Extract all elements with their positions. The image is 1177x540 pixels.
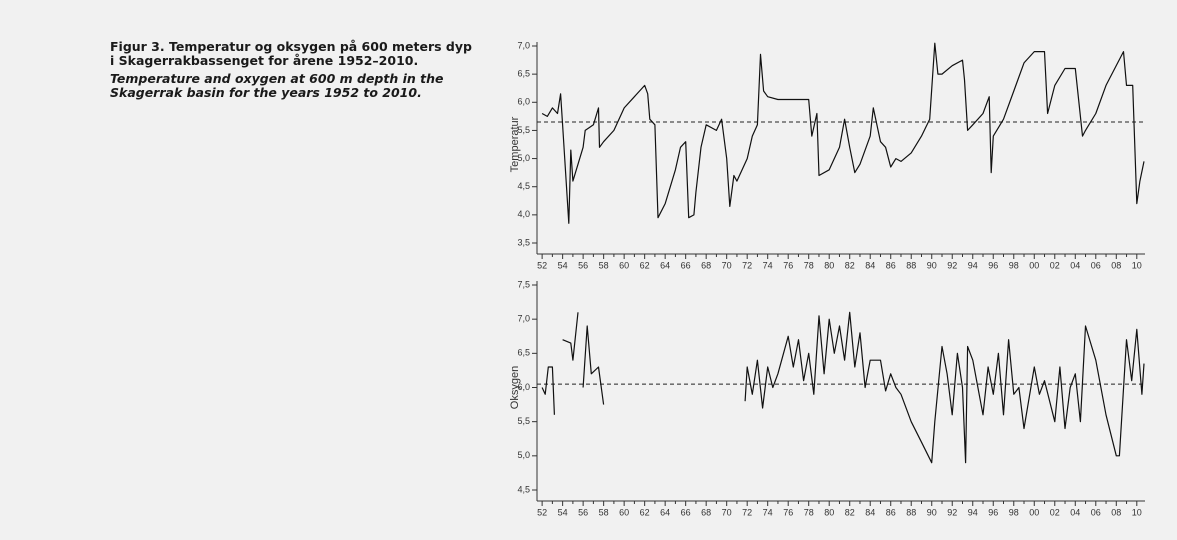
- x-tick-label: 00: [1029, 507, 1039, 517]
- x-tick-label: 74: [763, 260, 773, 270]
- x-tick-label: 84: [865, 507, 875, 517]
- x-tick-label: 70: [722, 260, 732, 270]
- x-tick-label: 10: [1132, 260, 1142, 270]
- x-tick-label: 72: [742, 507, 752, 517]
- y-tick-label: 7,0: [517, 314, 530, 324]
- x-tick-label: 92: [947, 260, 957, 270]
- x-tick-label: 62: [640, 507, 650, 517]
- x-tick-label: 00: [1029, 260, 1039, 270]
- x-tick-label: 52: [537, 507, 547, 517]
- x-tick-label: 62: [640, 260, 650, 270]
- x-tick-label: 90: [927, 507, 937, 517]
- y-tick-label: 7,0: [517, 40, 530, 50]
- x-tick-label: 60: [619, 507, 629, 517]
- x-tick-label: 94: [968, 507, 978, 517]
- data-line: [541, 42, 1145, 224]
- y-tick-label: 7,5: [517, 279, 530, 289]
- x-tick-label: 88: [906, 507, 916, 517]
- x-tick-label: 56: [578, 260, 588, 270]
- y-tick-label: 5,0: [517, 153, 530, 163]
- y-tick-label: 6,5: [517, 348, 530, 358]
- y-tick-label: 3,5: [517, 237, 530, 247]
- y-tick-label: 5,5: [517, 125, 530, 135]
- x-tick-label: 74: [763, 507, 773, 517]
- x-tick-label: 60: [619, 260, 629, 270]
- caption-norwegian: Figur 3. Temperatur og oksygen på 600 me…: [110, 39, 472, 68]
- x-tick-label: 80: [824, 260, 834, 270]
- x-tick-label: 76: [783, 507, 793, 517]
- x-tick-label: 96: [988, 260, 998, 270]
- x-tick-label: 96: [988, 507, 998, 517]
- x-tick-label: 10: [1132, 507, 1142, 517]
- y-tick-label: 6,5: [517, 69, 530, 79]
- x-tick-label: 52: [537, 260, 547, 270]
- y-axis-label: Temperatur: [509, 116, 521, 172]
- y-tick-label: 5,5: [517, 416, 530, 426]
- x-tick-label: 80: [824, 507, 834, 517]
- x-tick-label: 94: [968, 260, 978, 270]
- y-tick-label: 6,0: [517, 382, 530, 392]
- x-tick-label: 66: [681, 507, 691, 517]
- x-tick-label: 08: [1111, 260, 1121, 270]
- x-tick-label: 76: [783, 260, 793, 270]
- x-tick-label: 54: [558, 507, 568, 517]
- x-tick-label: 92: [947, 507, 957, 517]
- x-tick-label: 70: [722, 507, 732, 517]
- y-tick-label: 4,5: [517, 181, 530, 191]
- x-tick-label: 84: [865, 260, 875, 270]
- data-line: [541, 311, 1145, 464]
- x-tick-label: 02: [1050, 507, 1060, 517]
- x-tick-label: 82: [845, 507, 855, 517]
- x-tick-label: 68: [701, 260, 711, 270]
- y-tick-label: 5,0: [517, 450, 530, 460]
- x-tick-label: 04: [1070, 507, 1080, 517]
- x-tick-label: 90: [927, 260, 937, 270]
- x-tick-label: 68: [701, 507, 711, 517]
- x-tick-label: 54: [558, 260, 568, 270]
- x-tick-label: 66: [681, 260, 691, 270]
- y-axis-label: Oksygen: [509, 366, 521, 409]
- x-tick-label: 98: [1009, 260, 1019, 270]
- x-tick-label: 64: [660, 507, 670, 517]
- x-tick-label: 98: [1009, 507, 1019, 517]
- x-tick-label: 58: [599, 507, 609, 517]
- x-tick-label: 02: [1050, 260, 1060, 270]
- x-tick-label: 58: [599, 260, 609, 270]
- y-tick-label: 6,0: [517, 97, 530, 107]
- y-tick-label: 4,5: [517, 484, 530, 494]
- x-tick-label: 06: [1091, 507, 1101, 517]
- x-tick-label: 04: [1070, 260, 1080, 270]
- x-tick-label: 78: [804, 260, 814, 270]
- x-tick-label: 06: [1091, 260, 1101, 270]
- x-tick-label: 64: [660, 260, 670, 270]
- x-tick-label: 56: [578, 507, 588, 517]
- x-tick-label: 08: [1111, 507, 1121, 517]
- x-tick-label: 82: [845, 260, 855, 270]
- y-tick-label: 4,0: [517, 209, 530, 219]
- x-tick-label: 72: [742, 260, 752, 270]
- x-tick-label: 86: [886, 260, 896, 270]
- x-tick-label: 86: [886, 507, 896, 517]
- x-tick-label: 78: [804, 507, 814, 517]
- caption-english: Temperature and oxygen at 600 m depth in…: [110, 71, 444, 100]
- x-tick-label: 88: [906, 260, 916, 270]
